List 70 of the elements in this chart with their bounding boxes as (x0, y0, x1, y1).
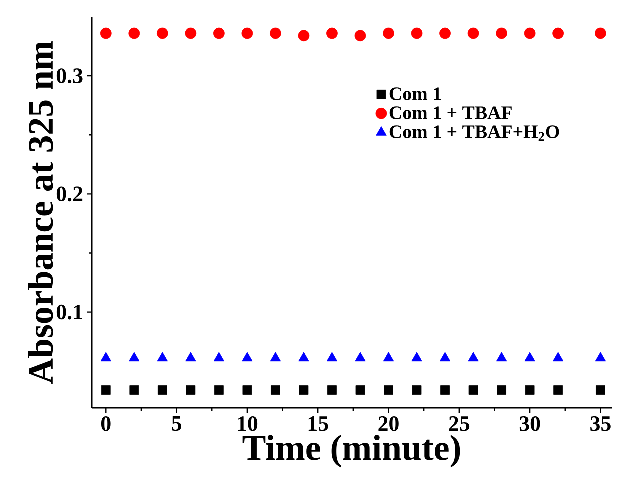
y-tick-label: 0.2 (56, 186, 83, 202)
point (468, 28, 480, 40)
x-tick-label: 5 (172, 416, 182, 432)
x-tick-label: 30 (520, 416, 540, 432)
point (383, 352, 394, 362)
legend-label: Com 1 + TBAF (390, 106, 512, 120)
point (271, 386, 280, 395)
point (186, 352, 196, 362)
point (214, 386, 224, 395)
legend-label: Com 1 + TBAF+H$_{2}$O (390, 126, 560, 142)
point (496, 28, 508, 40)
point (552, 352, 564, 362)
point (595, 352, 606, 362)
point (298, 30, 310, 42)
point (158, 386, 168, 395)
point (214, 28, 225, 40)
point (270, 28, 282, 40)
point (412, 352, 422, 362)
point (354, 30, 366, 42)
point (468, 386, 478, 395)
point (468, 352, 479, 362)
point (326, 28, 338, 40)
x-tick-label: 0 (101, 416, 111, 432)
point (596, 386, 606, 395)
point (326, 352, 338, 362)
x-tick-label: 35 (590, 416, 611, 432)
point (242, 28, 254, 40)
point (328, 386, 337, 395)
point (355, 352, 366, 362)
point (554, 386, 563, 395)
point (595, 28, 606, 40)
point (383, 28, 394, 40)
point (412, 386, 422, 395)
point (356, 386, 366, 395)
point (270, 352, 282, 362)
point (242, 352, 253, 362)
y-tick-label: 0.1 (56, 304, 82, 320)
point (186, 386, 196, 395)
point (440, 352, 451, 362)
point (524, 352, 536, 362)
x-axis-title: Time (minute) (242, 435, 460, 468)
point (496, 352, 508, 362)
point (299, 386, 309, 395)
x-tick-label: 20 (378, 416, 399, 432)
point (411, 28, 423, 40)
point (497, 386, 506, 395)
point (440, 28, 451, 40)
x-tick-label: 25 (449, 416, 470, 432)
point (156, 28, 168, 40)
y-tick-label: 0.3 (56, 68, 83, 84)
x-tick-label: 15 (308, 416, 328, 432)
point (128, 28, 140, 40)
x-tick-label: 10 (238, 416, 258, 432)
y-axis-title: Absorbance at 325 nm (28, 41, 54, 384)
point (157, 352, 168, 362)
point (552, 28, 564, 40)
point (185, 28, 197, 40)
point (130, 386, 140, 395)
point (298, 352, 310, 362)
point (440, 386, 450, 395)
point (100, 28, 112, 40)
point (101, 386, 111, 395)
point (129, 352, 140, 362)
point (242, 386, 252, 395)
point (214, 352, 225, 362)
legend-label: Com 1 (390, 88, 442, 100)
point (100, 352, 112, 362)
point (524, 28, 536, 40)
point (384, 386, 394, 395)
point (525, 386, 535, 395)
